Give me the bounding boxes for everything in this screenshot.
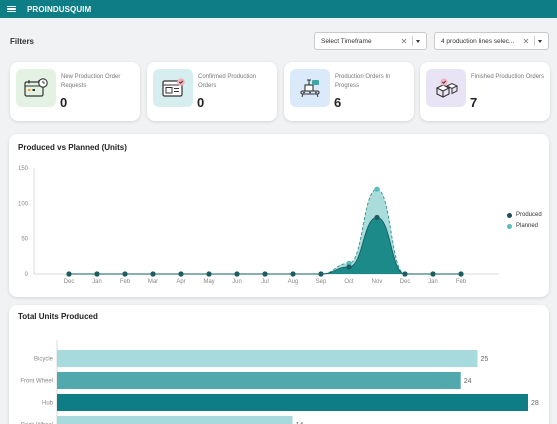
produced-point — [402, 271, 408, 277]
x-tick-label: Mar — [148, 279, 158, 285]
planned-point — [374, 186, 380, 192]
category-label: Bicycle — [34, 357, 54, 363]
chevron-down-icon[interactable] — [538, 39, 542, 43]
legend-label: Produced — [516, 212, 542, 218]
production-lines-select-value: 4 production lines selec... — [441, 37, 515, 45]
chevron-down-icon[interactable] — [416, 39, 420, 43]
clear-icon[interactable]: ✕ — [400, 36, 408, 46]
select-divider — [534, 36, 535, 46]
browser-check-icon — [153, 69, 193, 107]
kpi-value: 0 — [60, 95, 68, 110]
y-tick-label: 50 — [21, 237, 28, 243]
produced-point — [122, 271, 128, 277]
bar-value-label: 28 — [531, 400, 539, 407]
kpi-label: Confirmed Production Orders — [198, 74, 257, 89]
produced-point — [178, 271, 184, 277]
produced-point — [206, 271, 212, 277]
planned-area — [69, 189, 461, 274]
category-label: Front Wheel — [20, 379, 53, 385]
bar — [57, 416, 293, 424]
kpi-value: 0 — [197, 95, 205, 110]
x-tick-label: Jan — [428, 279, 438, 285]
bar-value-label: 14 — [296, 422, 304, 424]
timeframe-select-value: Select Timeframe — [321, 37, 372, 45]
app-title: PROINDUSQUIM — [27, 4, 92, 14]
kpi-label: Finished Production Orders — [471, 74, 545, 80]
produced-point — [94, 271, 100, 277]
bar-value-label: 25 — [481, 356, 489, 363]
chart-legend: Produced Planned — [507, 212, 542, 234]
y-tick-label: 100 — [18, 201, 29, 207]
produced-point — [430, 271, 436, 277]
category-label: Back Wheel — [21, 423, 53, 424]
category-label: Hub — [42, 401, 54, 407]
produced-point — [234, 271, 240, 277]
produced-point — [458, 271, 464, 277]
chart-title: Total Units Produced — [18, 312, 98, 321]
produced-point — [150, 271, 156, 277]
x-tick-label: Sep — [316, 279, 327, 285]
chart-title: Produced vs Planned (Units) — [18, 143, 127, 152]
conveyor-icon — [290, 69, 330, 107]
kpi-card-confirmed[interactable]: Confirmed Production Orders 0 — [147, 62, 277, 121]
select-divider — [412, 36, 413, 46]
x-tick-label: Nov — [372, 279, 383, 285]
x-tick-label: Aug — [288, 279, 299, 285]
bar — [57, 394, 528, 411]
produced-vs-planned-chart: 0 50 100 150 Dec Jan Feb Mar Apr May Jun Jul Aug Sep O… — [18, 166, 499, 285]
legend-marker — [507, 223, 512, 229]
x-tick-label: Jan — [92, 279, 102, 285]
x-tick-label: Jul — [261, 279, 269, 285]
x-tick-label: Feb — [456, 279, 467, 285]
legend-label: Planned — [516, 223, 539, 229]
y-tick-label: 150 — [18, 166, 29, 172]
kpi-card-new-requests[interactable]: New Production Order Requests 0 — [10, 62, 140, 121]
kpi-value: 7 — [470, 95, 478, 110]
clear-icon[interactable]: ✕ — [522, 36, 530, 46]
produced-point — [262, 271, 268, 277]
production-lines-select[interactable]: 4 production lines selec... ✕ — [434, 32, 549, 50]
legend-item-planned[interactable]: Planned — [507, 223, 542, 229]
planned-line — [69, 188, 461, 275]
y-tick-label: 0 — [25, 272, 29, 278]
kpi-label: Production Orders In Progress — [335, 74, 391, 89]
timeframe-select[interactable]: Select Timeframe ✕ — [314, 32, 427, 50]
calendar-clock-icon — [16, 69, 56, 107]
boxes-check-icon — [426, 69, 466, 107]
kpi-card-finished[interactable]: Finished Production Orders 7 — [420, 62, 550, 121]
x-tick-label: Oct — [344, 279, 354, 285]
x-tick-label: Feb — [120, 279, 131, 285]
produced-area — [69, 217, 461, 274]
kpi-card-in-progress[interactable]: Production Orders In Progress 6 — [284, 62, 414, 121]
bar — [57, 372, 461, 389]
produced-point — [290, 271, 296, 277]
total-units-panel: Total Units Produced Bicycle 25 Front Whee… — [9, 305, 549, 424]
produced-line — [69, 217, 461, 275]
x-tick-label: May — [203, 279, 214, 285]
top-app-bar: PROINDUSQUIM — [0, 0, 557, 18]
produced-vs-planned-panel: Produced vs Planned (Units) 0 50 100 150 Dec… — [9, 134, 549, 297]
produced-point — [374, 214, 380, 221]
bar-value-label: 24 — [464, 378, 472, 385]
x-tick-label: Dec — [64, 279, 75, 285]
total-units-chart: Bicycle 25 Front Wheel 24 Hub 28 Back Wheel 14 — [20, 340, 539, 424]
hamburger-menu-icon[interactable] — [7, 5, 16, 13]
kpi-label: New Production Order Requests — [61, 74, 121, 89]
bar — [57, 350, 478, 367]
filters-label: Filters — [10, 37, 35, 46]
x-tick-label: Jun — [232, 279, 242, 285]
kpi-value: 6 — [334, 95, 342, 110]
produced-point — [66, 271, 72, 277]
legend-item-produced[interactable]: Produced — [507, 212, 542, 218]
produced-point — [346, 264, 352, 270]
legend-marker — [507, 212, 512, 218]
x-tick-label: Dec — [400, 279, 411, 285]
produced-point — [318, 271, 324, 277]
x-tick-label: Apr — [176, 279, 185, 285]
